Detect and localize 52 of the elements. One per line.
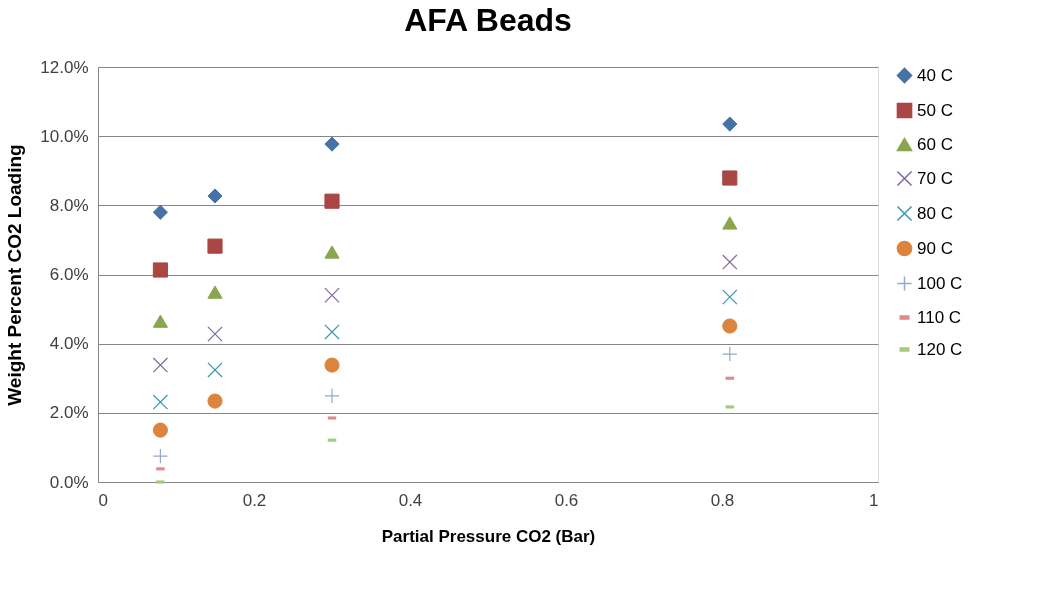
x-tick-label: 1 — [869, 490, 879, 510]
legend-label: 100 C — [917, 273, 963, 293]
legend-label: 70 C — [917, 168, 953, 188]
x-tick-label: 0.6 — [554, 490, 579, 510]
point — [152, 422, 168, 438]
y-tick-label: 2.0% — [49, 403, 89, 423]
point — [152, 394, 169, 410]
point — [324, 287, 340, 303]
point — [324, 388, 340, 404]
point — [722, 289, 738, 305]
point — [207, 326, 223, 342]
legend-label: 80 C — [917, 203, 953, 223]
x-tick-label: 0.2 — [242, 490, 267, 510]
chart-title: AFA Beads — [404, 2, 572, 38]
point — [152, 314, 168, 328]
point — [324, 193, 340, 209]
y-tick-label: 10.0% — [40, 126, 89, 146]
x-axis-title: Partial Pressure CO2 (Bar) — [381, 526, 596, 546]
legend-label: 120 C — [917, 339, 963, 359]
point — [722, 170, 738, 186]
point — [324, 357, 340, 373]
point — [722, 216, 738, 230]
x-tick-label: 0.4 — [398, 490, 423, 510]
point — [324, 136, 340, 152]
point — [207, 362, 223, 378]
legend-label: 50 C — [917, 100, 953, 120]
y-tick-label: 6.0% — [49, 265, 89, 284]
x-tick-label: 0 — [98, 490, 108, 510]
legend-label: 60 C — [917, 134, 953, 154]
point — [722, 116, 738, 132]
y-tick-label: 0.0% — [49, 472, 89, 492]
point — [324, 324, 340, 340]
y-tick-label: 4.0% — [49, 334, 89, 354]
point — [207, 285, 223, 299]
point — [152, 448, 169, 464]
y-tick-label: 12.0% — [40, 57, 89, 77]
point — [152, 262, 168, 278]
point — [207, 238, 223, 254]
point — [722, 318, 738, 334]
point — [207, 188, 223, 204]
point — [207, 393, 223, 409]
y-axis-title: Weight Percent CO2 Loading — [4, 144, 26, 406]
legend-label: 90 C — [917, 238, 953, 258]
legend-label: 110 C — [917, 307, 962, 327]
y-tick-label: 8.0% — [49, 195, 89, 215]
x-tick-label: 0.8 — [710, 490, 735, 510]
legend-label: 40 C — [917, 65, 953, 85]
point — [722, 346, 738, 362]
point — [152, 204, 168, 220]
point — [722, 254, 738, 270]
point — [152, 357, 169, 373]
point — [324, 245, 340, 259]
